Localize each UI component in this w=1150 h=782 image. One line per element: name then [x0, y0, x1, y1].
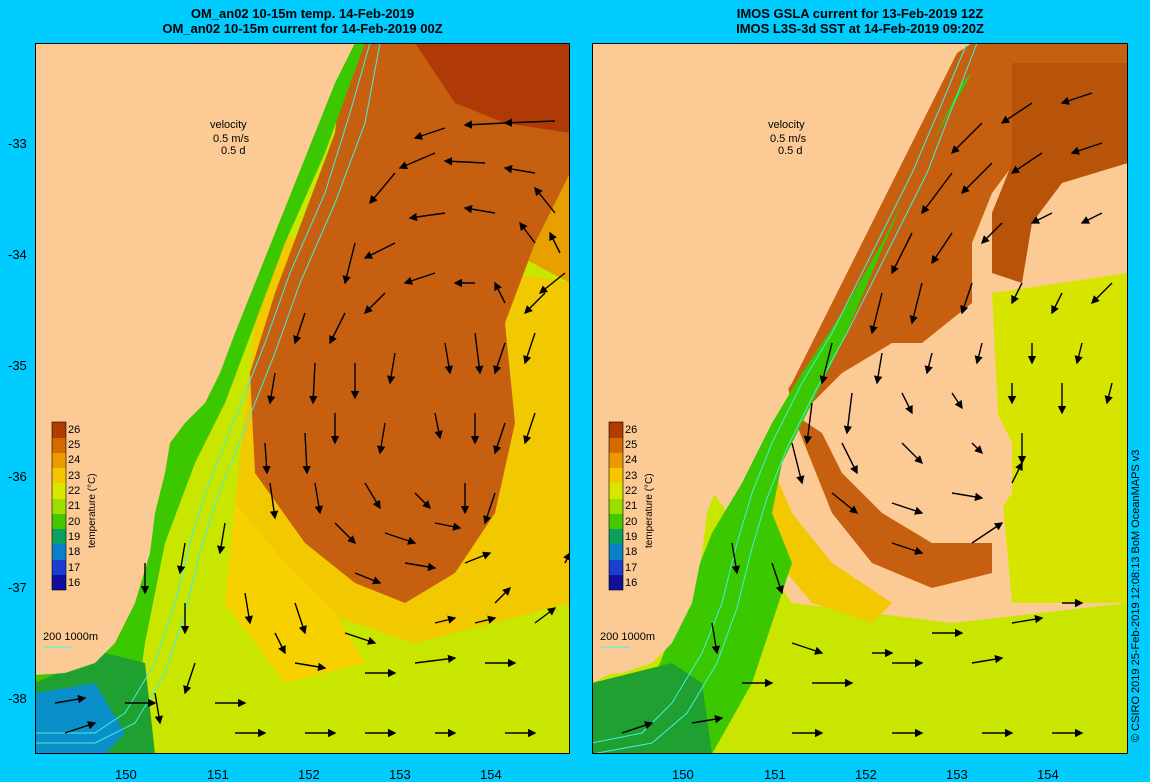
y-tick-label: -36: [8, 469, 27, 484]
x-tick-label: 154: [480, 767, 502, 782]
colorbar-tick: 22: [625, 485, 637, 497]
colorbar-title: temperature (°C): [644, 473, 655, 548]
colorbar-tick: 19: [625, 531, 637, 543]
colorbar-tick: 19: [68, 531, 80, 543]
depth-legend-text: 200 1000m: [43, 631, 98, 643]
colorbar-tick: 21: [625, 500, 637, 512]
left-panel-title: OM_an02 10-15m temp. 14-Feb-2019 OM_an02…: [35, 6, 570, 36]
colorbar: 26 25 24 23 22 21 20 19 18 17 16 tempera…: [608, 421, 655, 591]
colorbar-tick: 24: [625, 454, 637, 466]
colorbar-tick: 25: [68, 439, 80, 451]
x-tick-label: 153: [389, 767, 411, 782]
colorbar-tick: 23: [68, 470, 80, 482]
x-tick-label: 151: [207, 767, 229, 782]
credit-text: © CSIRO 2019 25-Feb-2019 12:08:13 BoM Oc…: [1130, 449, 1142, 742]
depth-legend-text: 200 1000m: [600, 631, 655, 643]
velocity-legend-speed: 0.5 m/s: [213, 133, 250, 145]
y-tick-label: -34: [8, 247, 27, 262]
colorbar-tick: 16: [68, 577, 80, 589]
left-map-panel: velocity 0.5 m/s 0.5 d 200 1000m 26 25 2…: [35, 43, 570, 754]
colorbar-tick: 26: [68, 424, 80, 436]
x-tick-label: 152: [855, 767, 877, 782]
colorbar-tick: 16: [625, 577, 637, 589]
y-tick-label: -33: [8, 136, 27, 151]
colorbar-title: temperature (°C): [87, 473, 98, 548]
velocity-legend-speed: 0.5 m/s: [770, 133, 807, 145]
colorbar: 26 25 24 23 22 21 20 19 18 17 16 tempera…: [51, 421, 98, 591]
colorbar-tick: 25: [625, 439, 637, 451]
x-tick-label: 154: [1037, 767, 1059, 782]
y-tick-label: -38: [8, 691, 27, 706]
velocity-legend-time: 0.5 d: [221, 145, 245, 157]
left-title-line2: OM_an02 10-15m current for 14-Feb-2019 0…: [162, 21, 443, 36]
x-tick-label: 153: [946, 767, 968, 782]
colorbar-tick: 18: [68, 546, 80, 558]
colorbar-tick: 24: [68, 454, 80, 466]
colorbar-tick: 17: [68, 562, 80, 574]
x-tick-label: 152: [298, 767, 320, 782]
left-title-line1: OM_an02 10-15m temp. 14-Feb-2019: [190, 6, 415, 21]
velocity-legend-label: velocity: [768, 119, 805, 131]
colorbar-tick: 20: [625, 516, 637, 528]
y-tick-label: -37: [8, 580, 27, 595]
colorbar-tick: 18: [625, 546, 637, 558]
velocity-legend-time: 0.5 d: [778, 145, 802, 157]
x-tick-label: 151: [764, 767, 786, 782]
right-title-line2: IMOS L3S-3d SST at 14-Feb-2019 09:20Z: [736, 21, 984, 36]
velocity-legend-label: velocity: [210, 119, 247, 131]
right-map-panel: velocity 0.5 m/s 0.5 d 200 1000m 26 25 2…: [592, 43, 1128, 754]
colorbar-tick: 23: [625, 470, 637, 482]
x-tick-label: 150: [672, 767, 694, 782]
colorbar-tick: 17: [625, 562, 637, 574]
right-panel-title: IMOS GSLA current for 13-Feb-2019 12Z IM…: [592, 6, 1128, 36]
x-tick-label: 150: [115, 767, 137, 782]
colorbar-tick: 22: [68, 485, 80, 497]
colorbar-tick: 26: [625, 424, 637, 436]
colorbar-tick: 21: [68, 500, 80, 512]
colorbar-tick: 20: [68, 516, 80, 528]
right-title-line1: IMOS GSLA current for 13-Feb-2019 12Z: [736, 6, 984, 21]
y-tick-label: -35: [8, 358, 27, 373]
